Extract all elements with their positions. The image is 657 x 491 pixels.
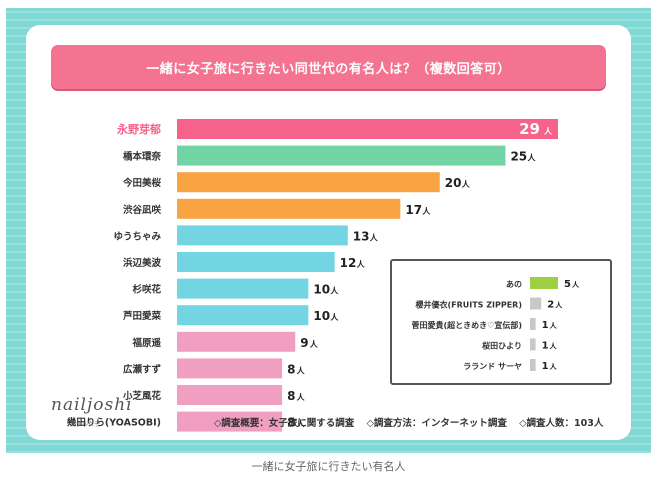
category-label: 小芝風花 (122, 390, 162, 402)
bar (177, 411, 283, 432)
other-category-label: 桜田ひより (482, 341, 522, 351)
other-bar (530, 338, 536, 351)
unit-label: 人 (297, 392, 306, 402)
other-bar (530, 297, 542, 310)
bar (177, 252, 335, 272)
value-label: 25 (510, 150, 527, 164)
other-category-label: あの (506, 280, 522, 289)
other-category-label: 菅田愛貴(超ときめき♡宣伝部) (412, 320, 522, 330)
category-label: 芦田愛菜 (123, 310, 162, 322)
other-bar (530, 318, 536, 330)
category-label: 福原遥 (131, 337, 161, 349)
chart-title: 一緒に女子旅に行きたい同世代の有名人は？（複数回答可） (51, 45, 606, 89)
unit-label: 人 (422, 206, 431, 216)
unit-label: 人 (357, 259, 366, 269)
brand-tagline: ネイル女子 (70, 421, 101, 428)
bar (177, 172, 440, 193)
brand-logo: nailjoshi (51, 395, 133, 415)
bar (177, 385, 283, 405)
unit-label: 人 (297, 419, 306, 429)
bar (177, 358, 283, 379)
category-label: 今田美桜 (122, 177, 162, 189)
other-unit-label: 人 (550, 321, 558, 330)
value-label: 8 (287, 389, 295, 403)
value-label: 8 (287, 416, 295, 430)
other-bar (530, 277, 558, 289)
unit-label: 人 (330, 312, 339, 322)
other-unit-label: 人 (572, 280, 580, 289)
survey-overview: ◇調査概要：女子旅に関する調査 (214, 418, 355, 429)
value-label: 9 (300, 336, 308, 350)
image-caption: 一緒に女子旅に行きたい有名人 (251, 460, 406, 473)
other-value-label: 1 (542, 320, 549, 331)
value-label: 8 (287, 362, 295, 376)
category-label: 橋本環奈 (123, 151, 162, 163)
chart-card: 一緒に女子旅に行きたい同世代の有名人は？（複数回答可） 永野芽郁 29 人橋本環奈 2… (26, 25, 631, 440)
other-responses-box: あの 5 人櫻井優衣(FRUITS ZIPPER) 2 人菅田愛貴(超ときめき♡宣伝部)… (390, 259, 612, 385)
value-label: 13 (353, 229, 370, 243)
unit-label: 人 (462, 179, 471, 189)
other-unit-label: 人 (550, 362, 558, 371)
other-category-label: 櫻井優衣(FRUITS ZIPPER) (414, 300, 522, 310)
category-label: ゆうちゃみ (113, 231, 161, 242)
bar (177, 278, 309, 299)
other-category-label: ラランド サーヤ (463, 362, 522, 371)
category-label: 永野芽郁 (116, 122, 161, 136)
category-label: 幾田りら(YOASOBI) (67, 417, 161, 429)
value-label: 29 (519, 120, 540, 138)
unit-label: 人 (310, 339, 319, 349)
other-value-label: 5 (564, 279, 571, 290)
value-label: 12 (340, 256, 357, 270)
unit-label: 人 (330, 286, 339, 296)
value-label: 17 (405, 203, 422, 217)
value-label: 20 (445, 176, 462, 190)
survey-footnote: ◇調査概要：女子旅に関する調査 ◇調査方法：インターネット調査 ◇調査人数：10… (214, 415, 612, 429)
unit-label: 人 (297, 365, 306, 375)
bar (177, 119, 558, 139)
other-unit-label: 人 (550, 342, 558, 351)
unit-label: 人 (370, 232, 379, 242)
other-value-label: 1 (542, 361, 549, 372)
bar (177, 225, 348, 246)
survey-respondents: ◇調査人数：103人 (519, 418, 604, 429)
value-label: 10 (313, 283, 330, 297)
unit-label: 人 (544, 126, 553, 136)
other-unit-label: 人 (555, 301, 563, 310)
bar (177, 145, 506, 166)
category-label: 渋谷凪咲 (123, 204, 162, 216)
infographic-frame: 一緒に女子旅に行きたい同世代の有名人は？（複数回答可） 永野芽郁 29 人橋本環奈 2… (6, 8, 651, 453)
bar (177, 331, 296, 352)
unit-label: 人 (527, 153, 536, 163)
bar (177, 305, 309, 326)
bar (177, 198, 401, 219)
other-value-label: 1 (542, 341, 549, 352)
category-label: 浜辺美波 (123, 257, 162, 269)
other-value-label: 2 (547, 300, 554, 311)
category-label: 杉咲花 (132, 284, 161, 296)
survey-method: ◇調査方法：インターネット調査 (366, 418, 507, 429)
value-label: 10 (313, 309, 330, 323)
category-label: 広瀬すず (123, 363, 162, 375)
other-bar (530, 359, 536, 371)
